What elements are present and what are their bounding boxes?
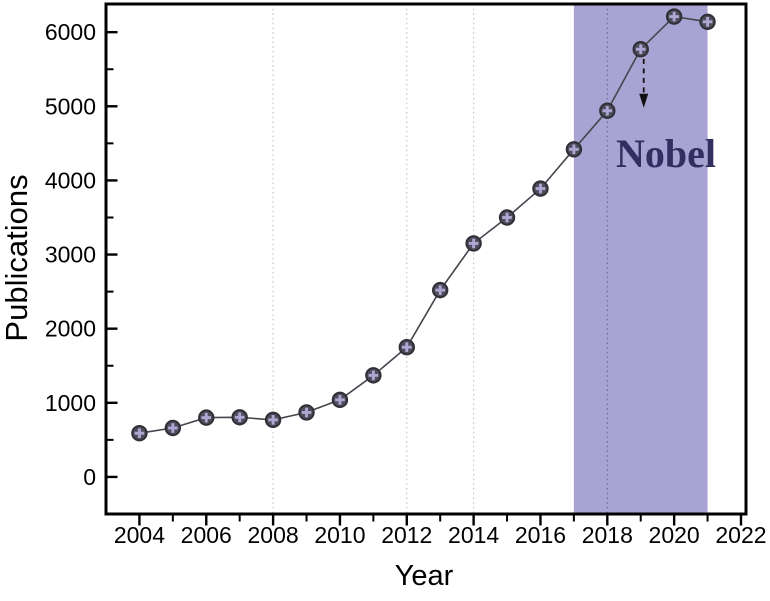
y-tick-label-0: 0 (83, 464, 96, 490)
x-tick-label-2020: 2020 (649, 522, 700, 548)
nobel-annotation: Nobel (616, 131, 716, 176)
data-point-2016 (532, 180, 549, 197)
y-tick-label-3000: 3000 (45, 242, 96, 268)
y-tick-label-6000: 6000 (45, 19, 96, 45)
data-point-2008 (264, 411, 282, 429)
x-tick-label-2008: 2008 (248, 522, 299, 548)
y-tick-label-1000: 1000 (45, 390, 96, 416)
x-tick-label-2014: 2014 (448, 522, 499, 548)
data-point-2005 (164, 419, 182, 437)
nobel-shaded-region (573, 4, 708, 514)
plot-frame (104, 2, 748, 516)
data-point-2006 (198, 409, 215, 426)
data-point-2020 (665, 8, 683, 25)
y-axis-title: Publications (0, 174, 34, 341)
nobel-arrow-layer (639, 58, 649, 108)
plot-frame-layer (104, 2, 748, 516)
y-tick-label-2000: 2000 (45, 316, 96, 342)
x-tick-label-2012: 2012 (381, 522, 432, 548)
x-tick-label-2004: 2004 (114, 522, 165, 548)
y-tick-label-4000: 4000 (45, 167, 96, 193)
data-point-2015 (498, 209, 516, 226)
nobel-shaded-region-layer (573, 4, 708, 514)
data-point-2013 (432, 281, 449, 299)
x-tick-label-2006: 2006 (181, 522, 232, 548)
x-axis-title: Year (395, 560, 454, 592)
x-tick-label-2010: 2010 (314, 522, 365, 548)
data-point-2014 (465, 235, 482, 252)
data-point-2009 (298, 404, 315, 421)
data-point-2017 (565, 141, 583, 158)
data-point-2004 (131, 425, 148, 442)
data-point-2010 (331, 391, 349, 409)
gridline-layer (272, 4, 608, 514)
data-point-2011 (365, 367, 382, 384)
data-point-2021 (699, 13, 716, 30)
nobel-arrow-head (639, 93, 649, 108)
x-tick-label-2022: 2022 (715, 522, 766, 548)
x-tick-label-2016: 2016 (515, 522, 566, 548)
data-point-2018 (599, 102, 616, 119)
y-tick-label-5000: 5000 (45, 93, 96, 119)
tick-label-layer: 2004 2006 2008 2010 2012 2014 2016 2018 2020 2022… (45, 19, 767, 548)
data-point-2012 (398, 339, 415, 356)
x-tick-label-2018: 2018 (582, 522, 633, 548)
data-point-layer (131, 8, 716, 442)
data-point-2007 (231, 409, 248, 426)
axis-tick-layer (107, 30, 743, 526)
data-point-2019 (632, 41, 649, 58)
